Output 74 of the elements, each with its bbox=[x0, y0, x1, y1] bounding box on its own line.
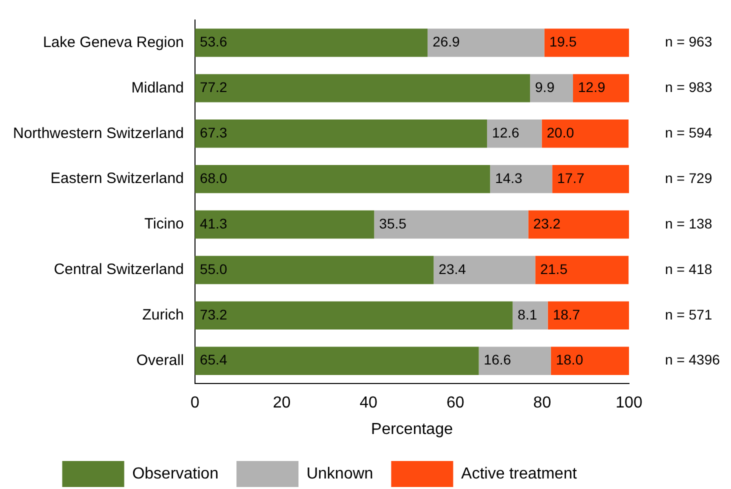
data-label: 73.2 bbox=[200, 306, 228, 322]
x-tick-label: 60 bbox=[446, 394, 464, 412]
y-tick-label: Midland bbox=[131, 79, 184, 96]
y-tick-label: Northwestern Switzerland bbox=[12, 124, 184, 142]
data-label: 17.7 bbox=[557, 170, 585, 186]
bar bbox=[194, 164, 490, 194]
bar bbox=[194, 346, 479, 375]
bar bbox=[550, 346, 629, 375]
bar bbox=[194, 28, 428, 57]
data-label: 20.0 bbox=[546, 124, 574, 140]
data-label: 18.7 bbox=[552, 306, 580, 322]
text: n = 729 bbox=[665, 170, 712, 186]
bar bbox=[487, 120, 542, 148]
data-label: 12.9 bbox=[578, 79, 606, 96]
y-tick-label: Lake Geneva Region bbox=[42, 34, 184, 51]
bar bbox=[478, 346, 551, 375]
bar bbox=[542, 120, 629, 148]
data-label: 8.1 bbox=[518, 306, 538, 322]
text: n = 963 bbox=[665, 34, 712, 50]
bar bbox=[552, 164, 629, 194]
data-label: 14.3 bbox=[495, 170, 523, 186]
y-tick-label: Central Switzerland bbox=[54, 261, 184, 278]
x-tick-label: 0 bbox=[190, 394, 200, 412]
legend-label: Unknown bbox=[306, 465, 374, 482]
legend-label: Active treatment bbox=[461, 465, 578, 482]
data-label: 21.5 bbox=[540, 260, 568, 277]
text: n = 571 bbox=[665, 306, 712, 322]
x-tick-label: 40 bbox=[360, 394, 378, 412]
data-label: 18.0 bbox=[556, 352, 584, 368]
data-label: 23.4 bbox=[438, 260, 466, 277]
x-tick-label: 20 bbox=[272, 394, 291, 412]
data-label: 35.5 bbox=[379, 215, 407, 232]
text: n = 138 bbox=[665, 215, 712, 232]
data-label: 41.3 bbox=[200, 215, 228, 232]
y-tick-label: Ticino bbox=[144, 216, 184, 233]
bar bbox=[535, 256, 629, 284]
bar bbox=[374, 210, 528, 239]
data-label: 26.9 bbox=[432, 34, 460, 50]
bar bbox=[194, 210, 374, 239]
bar bbox=[548, 301, 629, 330]
y-tick-label: Overall bbox=[136, 352, 184, 370]
y-tick-label: Zurich bbox=[142, 306, 184, 324]
bar bbox=[428, 28, 544, 57]
bar bbox=[194, 74, 530, 102]
data-label: 19.5 bbox=[549, 34, 577, 50]
x-tick-label: 100 bbox=[616, 394, 642, 412]
x-axis-title: Percentage bbox=[371, 420, 453, 438]
text: n = 418 bbox=[665, 260, 712, 277]
legend-label: Observation bbox=[132, 465, 218, 482]
data-label: 16.6 bbox=[484, 352, 512, 368]
x-tick-label: 80 bbox=[533, 394, 552, 412]
bar bbox=[544, 28, 629, 57]
text: n = 4396 bbox=[665, 352, 720, 368]
bar bbox=[530, 74, 573, 102]
text: n = 594 bbox=[665, 124, 712, 140]
bar bbox=[528, 210, 629, 239]
data-label: 77.2 bbox=[200, 79, 228, 96]
data-label: 53.6 bbox=[200, 34, 228, 50]
bar bbox=[573, 74, 629, 102]
y-tick-label: Eastern Switzerland bbox=[50, 170, 184, 188]
data-label: 68.0 bbox=[200, 170, 228, 186]
data-label: 55.0 bbox=[200, 260, 228, 277]
bar bbox=[194, 120, 488, 148]
bar bbox=[434, 256, 536, 284]
data-label: 65.4 bbox=[200, 352, 228, 368]
data-label: 67.3 bbox=[200, 124, 228, 140]
bar bbox=[490, 164, 552, 194]
bar bbox=[194, 256, 434, 284]
bar bbox=[512, 301, 548, 330]
data-label: 9.9 bbox=[535, 79, 555, 96]
text: n = 983 bbox=[665, 79, 712, 96]
data-label: 23.2 bbox=[533, 215, 561, 232]
bar bbox=[194, 301, 513, 330]
data-label: 12.6 bbox=[492, 124, 520, 140]
